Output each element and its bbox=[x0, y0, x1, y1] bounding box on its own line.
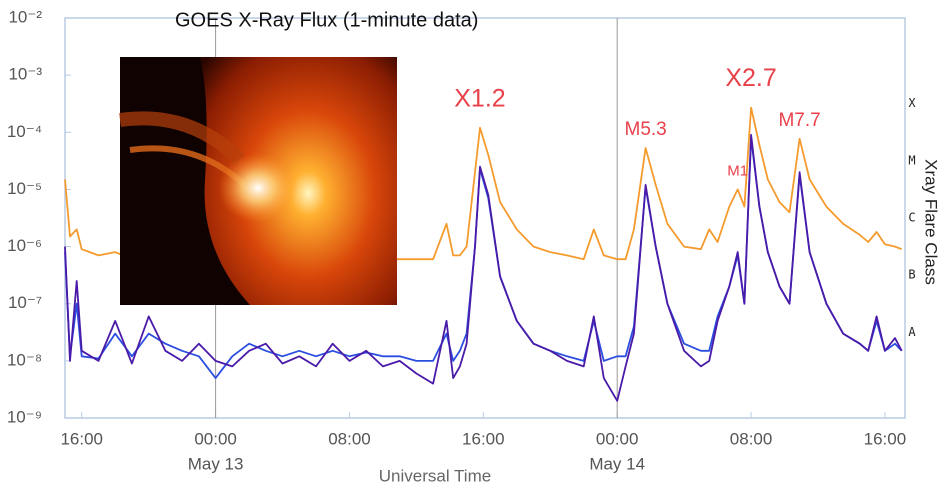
chart-title: GOES X-Ray Flux (1-minute data) bbox=[175, 9, 478, 31]
y-tick-label: 10⁻⁴ bbox=[7, 122, 42, 141]
flare-class-label: A bbox=[908, 325, 916, 339]
flare-class-label: C bbox=[908, 211, 915, 225]
y-tick-label: 10⁻⁵ bbox=[7, 179, 42, 198]
y-tick-label: 10⁻⁹ bbox=[7, 407, 42, 426]
y-tick-label: 10⁻⁸ bbox=[7, 350, 42, 369]
flare-class-label: B bbox=[908, 268, 915, 282]
x-tick-label: 16:00 bbox=[864, 429, 907, 448]
flare-annotation: M7.7 bbox=[778, 110, 820, 131]
x-tick-label: 00:00 bbox=[596, 429, 639, 448]
y2-axis-label: Xray Flare Class bbox=[922, 159, 941, 285]
y-tick-label: 10⁻³ bbox=[8, 65, 42, 84]
flare-annotation: X1.2 bbox=[454, 84, 505, 112]
flare-annotation: M5.3 bbox=[625, 119, 667, 140]
series-line bbox=[64, 134, 903, 402]
y-tick-label: 10⁻⁶ bbox=[7, 236, 42, 255]
y-tick-label: 10⁻² bbox=[8, 7, 42, 26]
x-tick-label: 08:00 bbox=[730, 429, 773, 448]
x-tick-label: 08:00 bbox=[328, 429, 371, 448]
x-tick-label: 16:00 bbox=[462, 429, 505, 448]
x-tick-label: 00:00 bbox=[194, 429, 237, 448]
date-label: May 13 bbox=[188, 454, 244, 473]
x-tick-label: 16:00 bbox=[60, 429, 103, 448]
flare-class-label: M bbox=[908, 153, 915, 167]
inset-image bbox=[119, 57, 397, 305]
y-tick-label: 10⁻⁷ bbox=[8, 293, 42, 312]
x-axis-label: Universal Time bbox=[379, 466, 491, 485]
date-label: May 14 bbox=[589, 454, 645, 473]
flare-annotation: M1 bbox=[727, 162, 748, 179]
flare-class-label: X bbox=[908, 96, 916, 110]
flare-annotation: X2.7 bbox=[725, 64, 776, 92]
